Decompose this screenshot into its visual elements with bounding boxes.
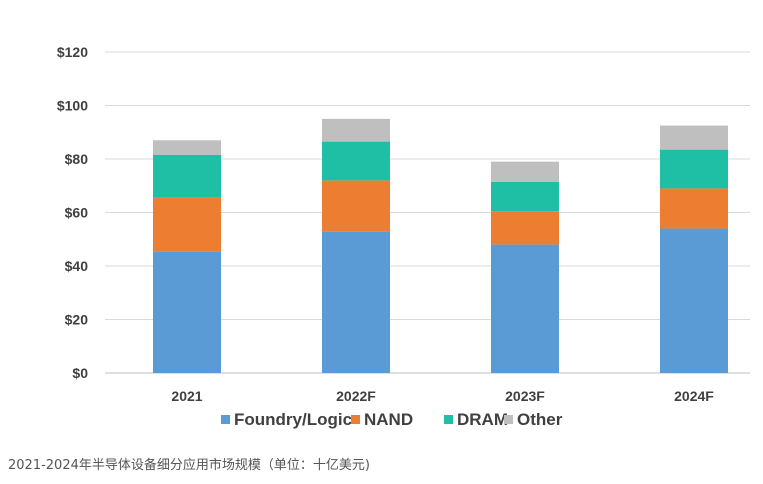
y-tick-label: $0	[72, 365, 88, 381]
chart-area: $0 $20 $40 $60 $80 $100 $120 2021 2022F 2023F 2024…	[57, 44, 750, 429]
bar-foundry-logic-2023f	[491, 244, 559, 373]
bar-other-2023f	[491, 161, 559, 182]
bar-nand-2021	[153, 197, 221, 252]
y-tick-label: $120	[57, 44, 88, 60]
y-tick-label: $20	[65, 312, 89, 328]
legend-swatch-nand	[351, 415, 360, 424]
legend-swatch-other	[504, 415, 513, 424]
bar-foundry-logic-2022f	[322, 231, 390, 373]
bar-foundry-logic-2024f	[660, 228, 728, 373]
y-tick-label: $40	[65, 258, 89, 274]
bar-other-2021	[153, 140, 221, 155]
bar-nand-2023f	[491, 211, 559, 245]
bar-nand-2024f	[660, 188, 728, 229]
bar-nand-2022f	[322, 180, 390, 232]
legend-swatch-foundry-logic	[221, 415, 230, 424]
y-tick-label: $100	[57, 98, 88, 114]
bar-other-2022f	[322, 118, 390, 142]
y-tick-label: $60	[65, 205, 89, 221]
x-tick-label: 2022F	[336, 388, 376, 404]
bar-other-2024f	[660, 125, 728, 150]
bar-dram-2023f	[491, 181, 559, 212]
x-tick-label: 2024F	[674, 388, 714, 404]
legend-label-other: Other	[517, 410, 563, 429]
stacked-bar-chart: $0 $20 $40 $60 $80 $100 $120 2021 2022F 2023F 2024…	[57, 44, 750, 429]
bar-dram-2021	[153, 154, 221, 198]
legend-swatch-dram	[444, 415, 453, 424]
y-tick-label: $80	[65, 151, 89, 167]
legend-label-dram: DRAM	[457, 410, 508, 429]
bar-dram-2024f	[660, 149, 728, 189]
figure-caption: 2021-2024年半导体设备细分应用市场规模（单位：十亿美元)	[8, 458, 370, 473]
x-tick-label: 2023F	[505, 388, 545, 404]
bar-foundry-logic-2021	[153, 251, 221, 373]
bar-dram-2022f	[322, 141, 390, 181]
legend-label-foundry-logic: Foundry/Logic	[234, 410, 352, 429]
legend-label-nand: NAND	[364, 410, 413, 429]
x-tick-label: 2021	[171, 388, 202, 404]
